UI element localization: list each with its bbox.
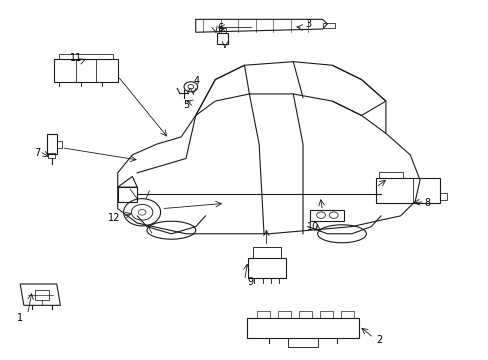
Text: 4: 4 [193,76,199,86]
Bar [439,193,446,201]
Text: 1: 1 [17,313,22,323]
Bar [375,178,439,203]
Text: 8: 8 [424,198,429,208]
Text: 11: 11 [70,53,82,63]
Bar [48,153,55,158]
Bar [256,311,270,318]
Bar [252,247,281,258]
Text: 10: 10 [306,222,318,231]
Bar [322,23,334,28]
Bar [35,290,49,300]
Text: 5: 5 [183,100,189,110]
Bar [247,258,285,278]
Bar [319,311,332,318]
Text: 3: 3 [305,19,311,29]
Text: 9: 9 [246,277,253,287]
Bar [298,311,312,318]
Bar [246,318,358,338]
Bar [47,134,57,154]
Bar [216,33,228,44]
Bar [288,338,317,347]
Text: 12: 12 [107,213,120,222]
Bar [54,59,118,82]
Text: 2: 2 [375,334,382,345]
Text: 6: 6 [217,23,224,33]
Bar [378,172,402,178]
Bar [57,141,61,148]
Bar [340,311,353,318]
Bar [277,311,291,318]
Bar [59,54,113,59]
Text: 7: 7 [34,148,41,158]
Bar [310,211,344,221]
Bar [218,28,226,33]
